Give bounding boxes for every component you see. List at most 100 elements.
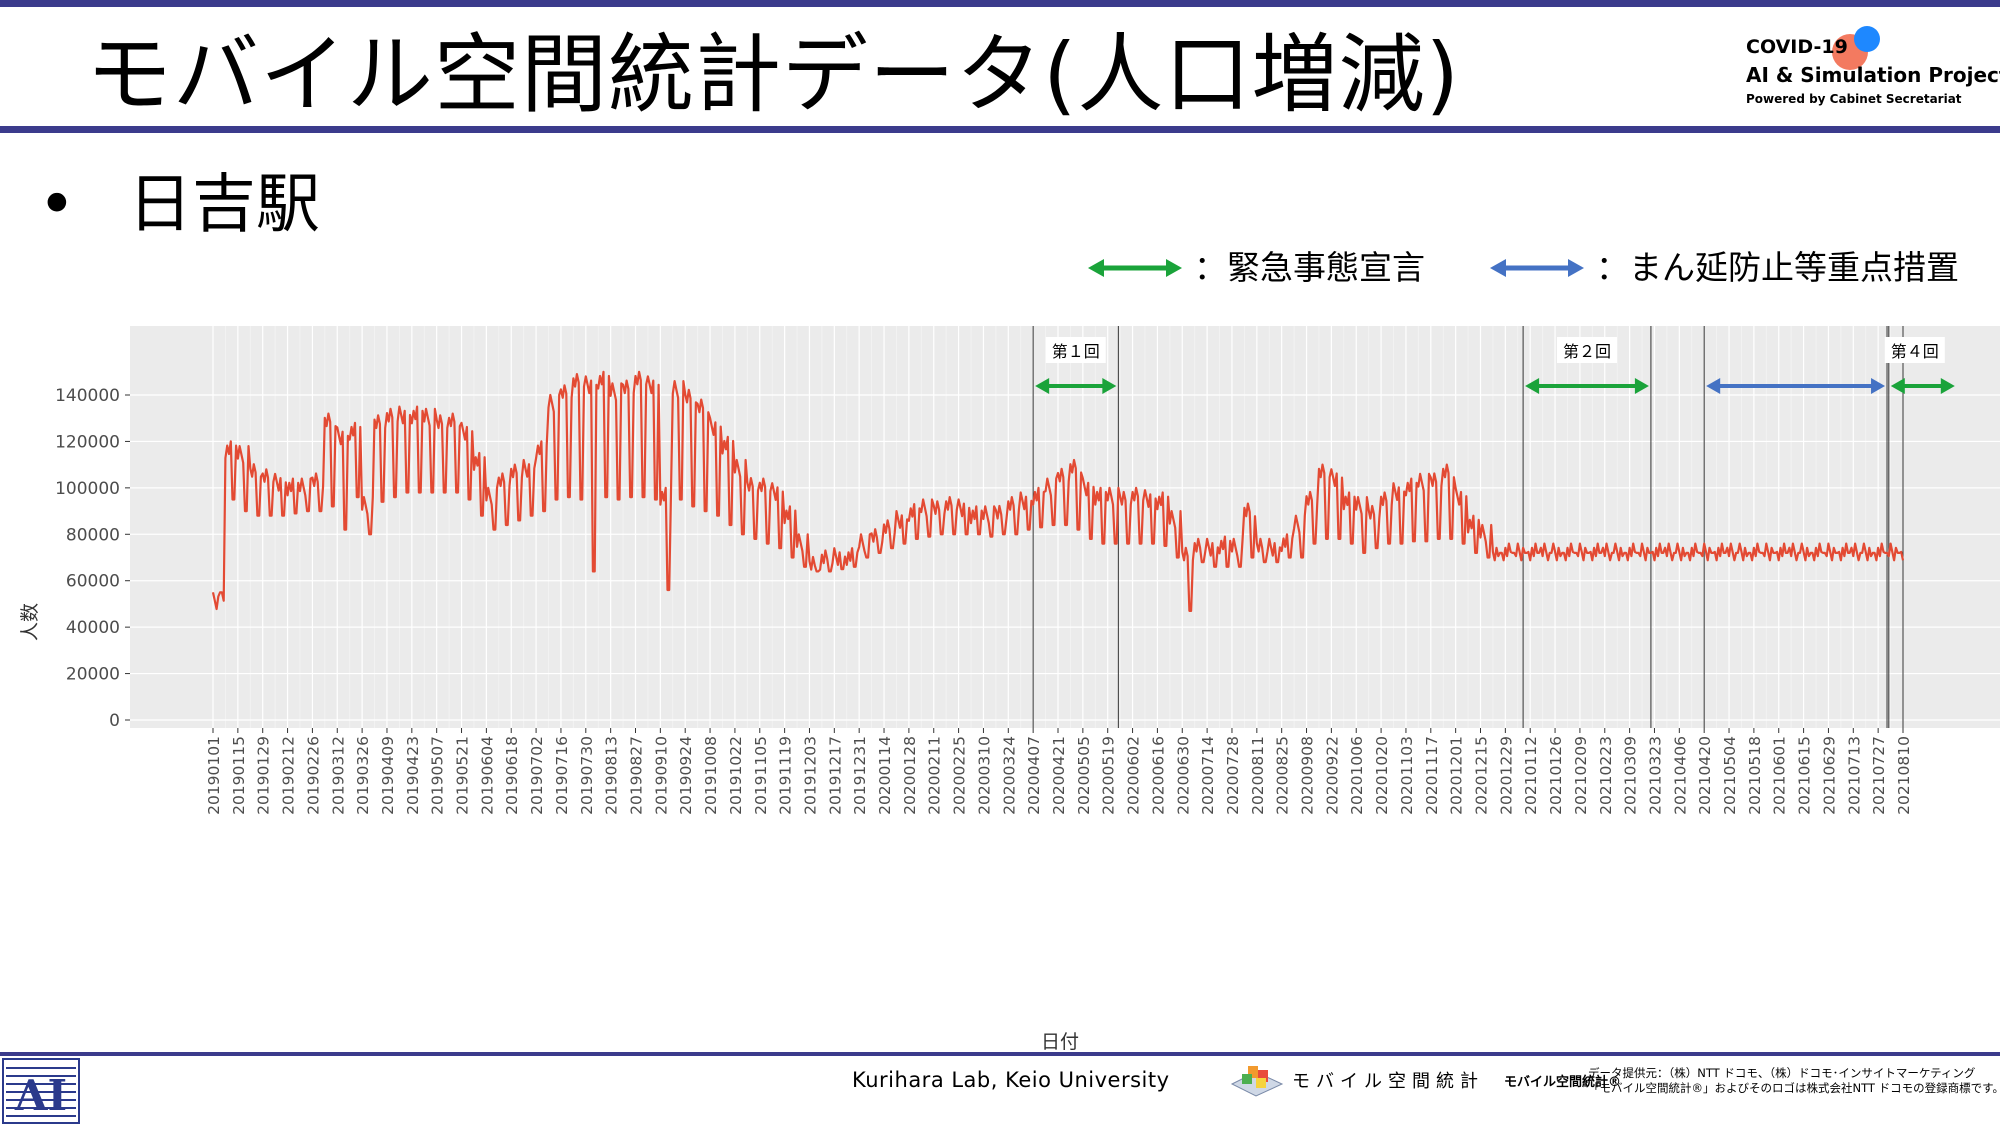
x-tick-label: 20200324: [1000, 736, 1018, 815]
event-label-box: [1884, 337, 1945, 363]
x-tick-label: 20200728: [1224, 736, 1242, 815]
event-arrow: [1525, 378, 1649, 394]
mobile-stat-cube-icon: [1230, 1066, 1284, 1097]
x-tick-label: 20210126: [1547, 736, 1565, 815]
event-label: 第４回: [1891, 342, 1939, 361]
y-tick-label: 80000: [66, 525, 120, 545]
x-tick-label: 20210810: [1895, 736, 1913, 815]
x-tick-label: 20210309: [1622, 736, 1640, 815]
x-tick-label: 20201215: [1473, 736, 1491, 815]
x-tick-label: 20190730: [578, 736, 596, 815]
x-tick-label: 20210323: [1646, 736, 1664, 815]
x-tick-label: 20190702: [528, 736, 546, 815]
x-tick-label: 20191105: [752, 736, 770, 815]
data-source-credit: データ提供元：（株）NTT ドコモ、（株）ドコモ･インサイトマーケティング 「モ…: [1588, 1066, 2000, 1096]
y-tick-label: 60000: [66, 572, 120, 592]
event-arrow: [1035, 378, 1117, 394]
green-double-arrow-icon: [1088, 259, 1182, 277]
x-tick-label: 20190618: [503, 736, 521, 815]
keio-ai-logo-icon: AI: [2, 1058, 80, 1124]
blue-double-arrow-icon: [1490, 259, 1584, 277]
logo-line1: COVID-19: [1746, 36, 1848, 58]
x-tick-label: 20201201: [1448, 736, 1466, 815]
x-tick-label: 20190813: [603, 736, 621, 815]
event-arrow-head-right: [1102, 378, 1117, 394]
chart-panel: [130, 326, 2000, 728]
mobile-stat-logo: モバイル空間統計 モバイル空間統計®: [1228, 1060, 1621, 1100]
logo-line2: AI & Simulation Project: [1746, 63, 2000, 87]
legend-emergency: ：緊急事態宣言: [1088, 246, 1425, 290]
x-tick-label: 20200114: [876, 736, 894, 815]
event-arrow: [1706, 378, 1886, 394]
x-tick-label: 20190910: [652, 736, 670, 815]
y-tick-label: 40000: [66, 618, 120, 638]
lab-credit: Kurihara Lab, Keio University: [852, 1068, 1170, 1092]
x-tick-label: 20190312: [329, 736, 347, 815]
x-tick-label: 20201117: [1423, 736, 1441, 815]
covid19-project-logo: COVID-19 AI & Simulation Project Powered…: [1746, 26, 2000, 116]
x-tick-label: 20200421: [1050, 736, 1068, 815]
x-tick-label: 20191203: [801, 736, 819, 815]
x-tick-label: 20190827: [628, 736, 646, 815]
event-label-box: [1045, 337, 1106, 363]
y-tick-label: 20000: [66, 665, 120, 685]
x-tick-label: 20201229: [1497, 736, 1515, 815]
x-axis-title: 日付: [1041, 1031, 1079, 1053]
x-tick-label: 20200811: [1249, 736, 1267, 815]
y-tick-label: 120000: [55, 432, 120, 452]
logo-blue-circle-icon: [1854, 26, 1880, 52]
title-underline: [0, 126, 2000, 133]
event-arrow-head-right: [1871, 378, 1886, 394]
x-tick-label: 20190409: [379, 736, 397, 815]
x-tick-label: 20190101: [205, 736, 223, 815]
x-tick-label: 20210504: [1721, 736, 1739, 815]
x-tick-label: 20200310: [975, 736, 993, 815]
y-tick-label: 100000: [55, 479, 120, 499]
x-tick-label: 20190604: [478, 736, 496, 815]
x-tick-label: 20210727: [1870, 736, 1888, 815]
x-tick-label: 20191231: [851, 736, 869, 815]
x-tick-label: 20191119: [777, 736, 795, 815]
x-tick-label: 20190924: [677, 736, 695, 815]
x-tick-label: 20190423: [404, 736, 422, 815]
event-arrow-head-right: [1634, 378, 1649, 394]
x-tick-label: 20200908: [1299, 736, 1317, 815]
x-tick-label: 20200211: [926, 736, 944, 815]
y-tick-label: 0: [109, 711, 120, 731]
x-tick-label: 20210713: [1845, 736, 1863, 815]
y-axis-title: 人数: [19, 603, 41, 641]
x-tick-label: 20200128: [901, 736, 919, 815]
x-tick-label: 20200225: [951, 736, 969, 815]
y-tick-label: 140000: [55, 386, 120, 406]
x-tick-label: 20191008: [702, 736, 720, 815]
event-arrow-head-left: [1035, 378, 1050, 394]
legend-priority: ：まん延防止等重点措置: [1490, 246, 1959, 290]
x-tick-label: 20190716: [553, 736, 571, 815]
mobile-stat-trademark: モバイル空間統計®: [1504, 1074, 1622, 1090]
x-tick-label: 20191022: [727, 736, 745, 815]
slide-title: モバイル空間統計データ(人口増減): [86, 25, 1461, 125]
x-tick-label: 20210518: [1746, 736, 1764, 815]
x-tick-label: 20200825: [1274, 736, 1292, 815]
x-tick-label: 20210615: [1796, 736, 1814, 815]
x-tick-label: 20200616: [1149, 736, 1167, 815]
x-tick-label: 20201020: [1373, 736, 1391, 815]
station-name: 日吉駅: [128, 168, 320, 242]
legend-emergency-label: ：緊急事態宣言: [1194, 248, 1425, 287]
x-tick-label: 20190226: [304, 736, 322, 815]
x-tick-label: 20201103: [1398, 736, 1416, 815]
x-tick-label: 20191217: [826, 736, 844, 815]
x-tick-label: 20190326: [354, 736, 372, 815]
population-line-chart: 0 20000 40000 60000 80000 100000 120000 140000 2…: [19, 326, 2000, 1053]
x-tick-label: 20210209: [1572, 736, 1590, 815]
x-tick-label: 20201006: [1348, 736, 1366, 815]
x-tick-label: 20190115: [230, 736, 248, 815]
x-tick-label: 20200630: [1174, 736, 1192, 815]
x-tick-label: 20210406: [1671, 736, 1689, 815]
x-tick-label: 20210112: [1522, 736, 1540, 815]
x-tick-label: 20190212: [280, 736, 298, 815]
mobile-stat-name: モバイル空間統計: [1292, 1071, 1484, 1092]
event-label-box: [1557, 337, 1618, 363]
x-tick-label: 20200922: [1323, 736, 1341, 815]
x-tick-label: 20190521: [454, 736, 472, 815]
